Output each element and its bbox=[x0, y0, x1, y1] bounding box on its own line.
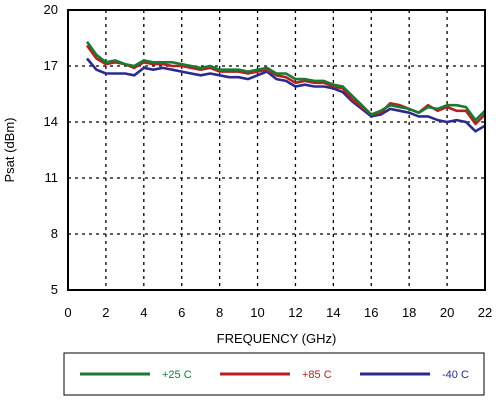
series-line-40-c bbox=[86, 57, 486, 133]
y-tick-label: 11 bbox=[45, 170, 59, 185]
x-tick-label: 10 bbox=[250, 305, 264, 320]
y-tick-label: 17 bbox=[44, 58, 58, 73]
y-tick-label: 20 bbox=[44, 2, 58, 17]
y-axis-label: Psat (dBm) bbox=[2, 117, 17, 182]
x-tick-label: 18 bbox=[402, 305, 416, 320]
x-tick-labels: 0 2 4 6 8 10 12 14 16 18 20 22 bbox=[64, 305, 492, 320]
series-layer bbox=[85, 40, 486, 133]
y-tick-labels: 5 8 11 14 17 20 bbox=[44, 2, 58, 297]
x-tick-label: 6 bbox=[178, 305, 185, 320]
series-line-25-c bbox=[85, 40, 486, 122]
legend-label: +25 C bbox=[162, 369, 192, 381]
x-tick-label: 16 bbox=[364, 305, 378, 320]
y-tick-label: 5 bbox=[51, 282, 58, 297]
x-tick-label: 4 bbox=[140, 305, 147, 320]
x-axis-label: FREQUENCY (GHz) bbox=[217, 331, 337, 346]
legend: +25 C +85 C -40 C bbox=[63, 352, 485, 396]
y-tick-label: 8 bbox=[51, 226, 58, 241]
x-tick-label: 20 bbox=[440, 305, 454, 320]
x-tick-label: 2 bbox=[102, 305, 109, 320]
x-tick-label: 14 bbox=[326, 305, 340, 320]
x-tick-label: 8 bbox=[216, 305, 223, 320]
y-tick-label: 14 bbox=[44, 114, 58, 129]
grid bbox=[68, 10, 485, 290]
x-tick-label: 0 bbox=[64, 305, 71, 320]
x-tick-label: 22 bbox=[478, 305, 492, 320]
legend-label: +85 C bbox=[302, 369, 332, 381]
plot-frame bbox=[67, 9, 486, 291]
legend-label: -40 C bbox=[442, 369, 469, 381]
series-line-85-c bbox=[85, 44, 486, 126]
x-tick-label: 12 bbox=[288, 305, 302, 320]
